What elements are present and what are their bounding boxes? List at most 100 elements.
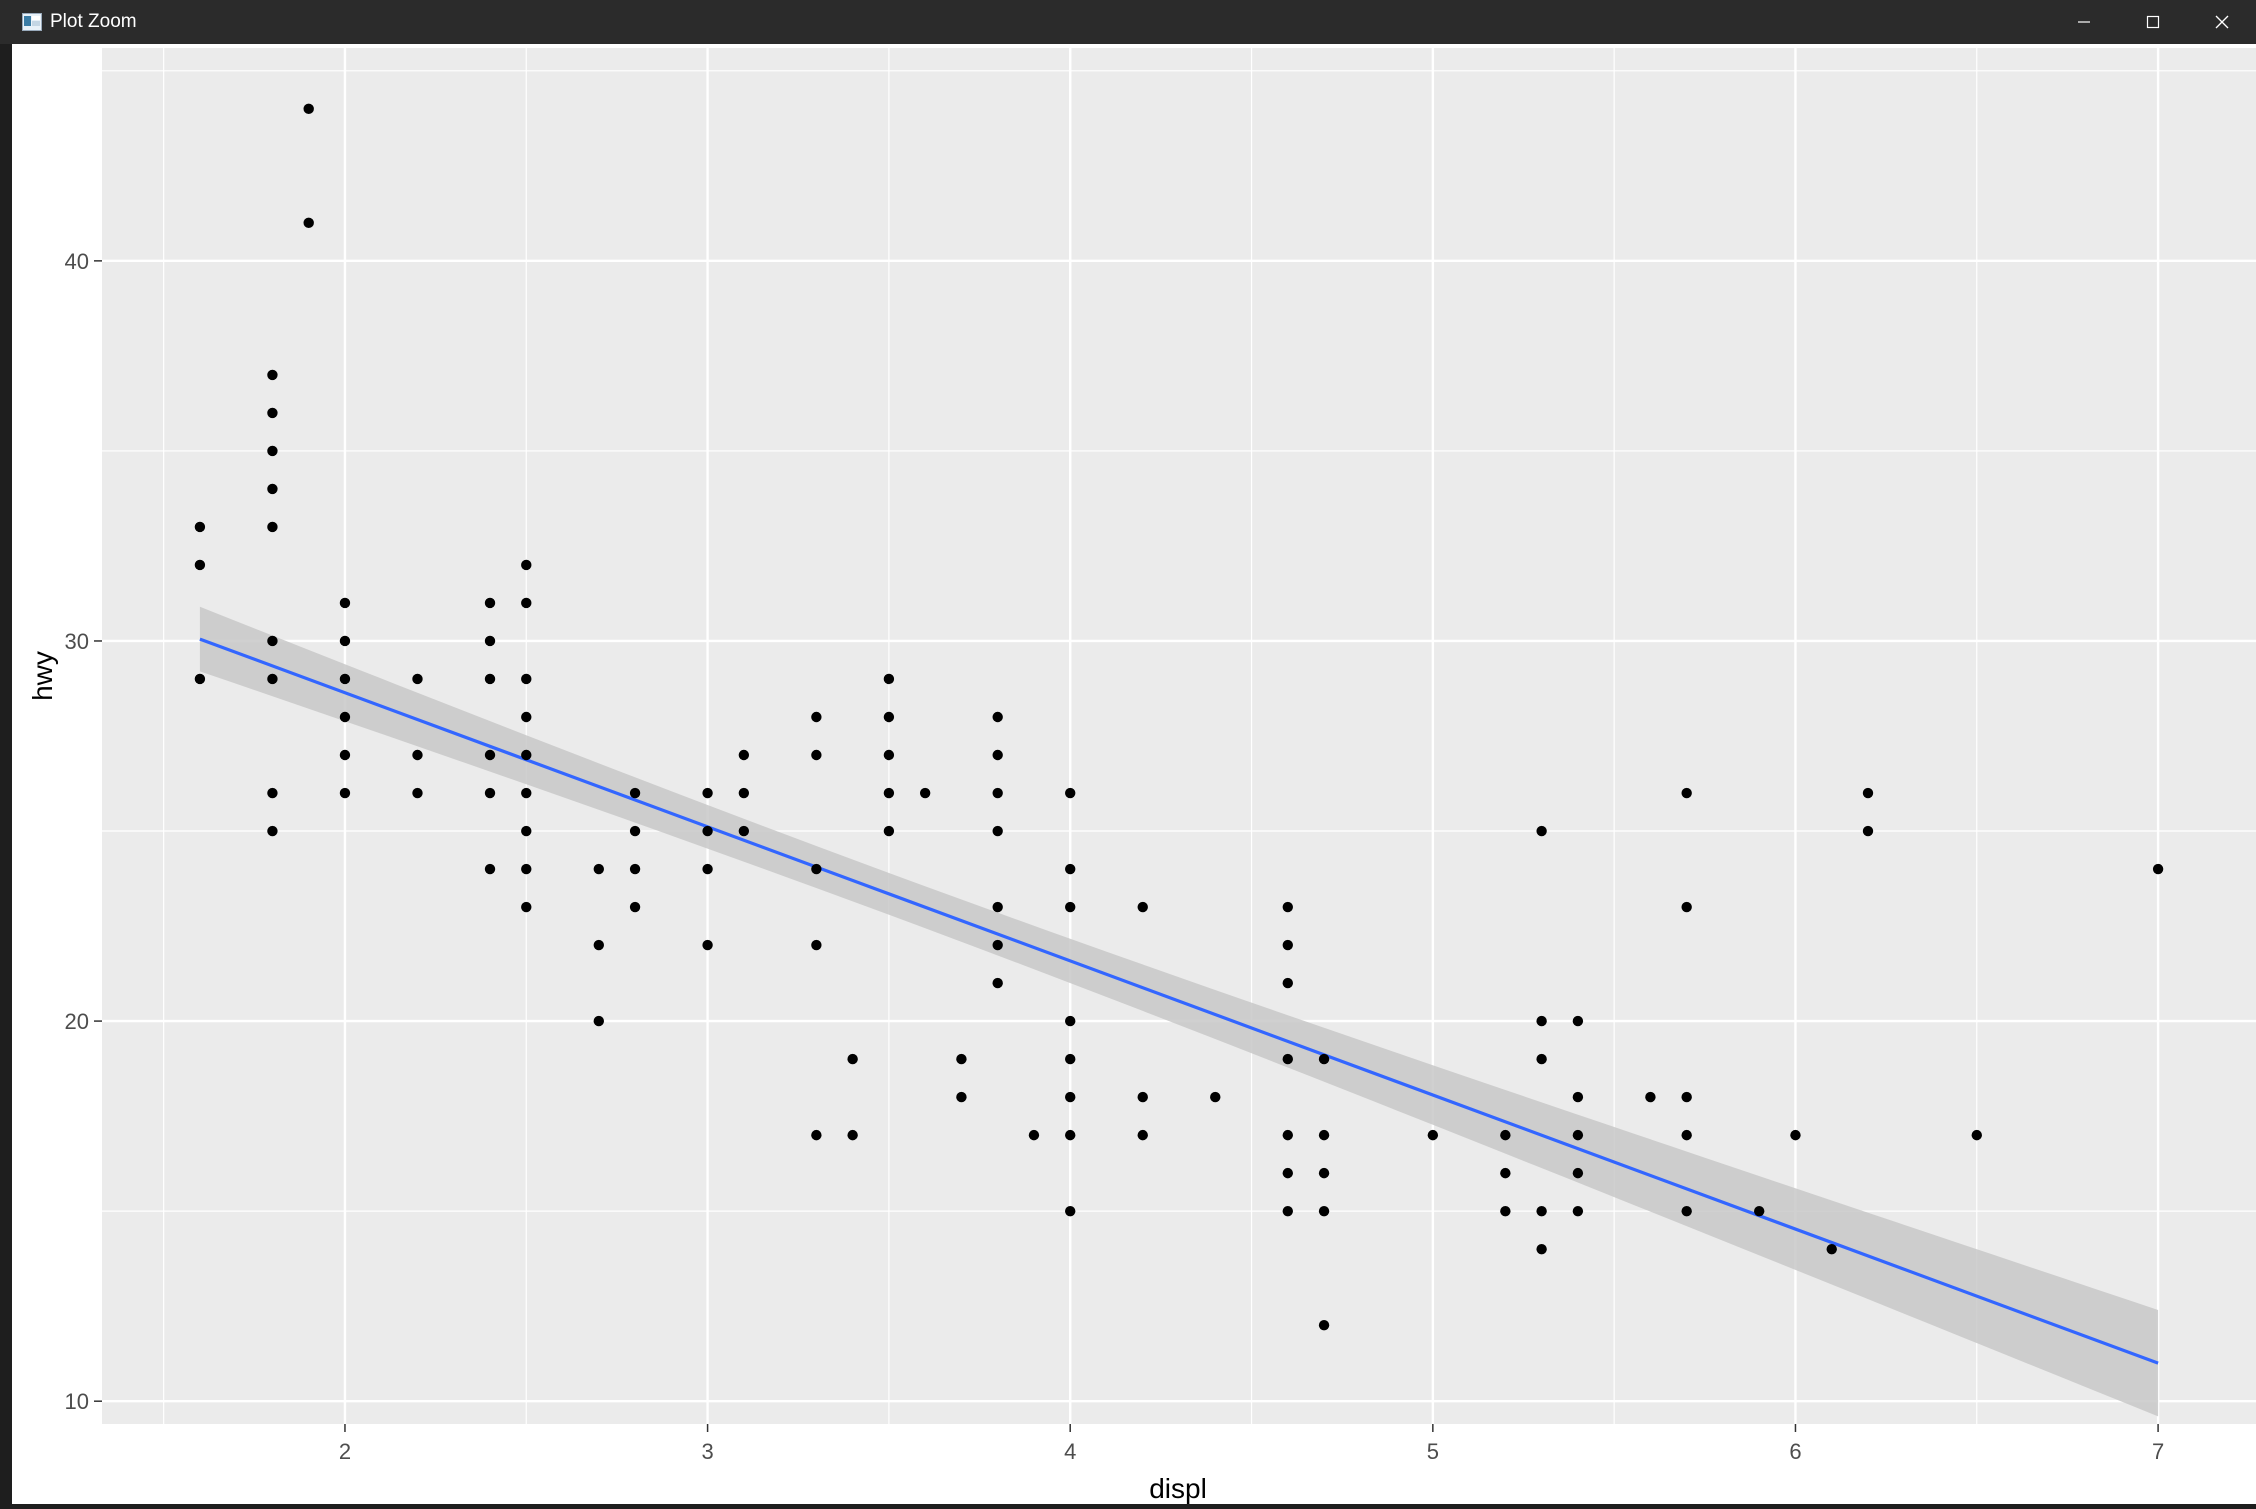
data-point: [1210, 1091, 1221, 1103]
x-tick-label: 2: [339, 1439, 351, 1464]
data-point: [1065, 901, 1076, 913]
data-point: [992, 787, 1003, 799]
minimize-icon: [2077, 21, 2090, 23]
y-tick-label: 30: [65, 629, 89, 654]
data-point: [1065, 1015, 1076, 1027]
data-point: [412, 673, 423, 685]
data-point: [593, 863, 604, 875]
data-point: [1065, 787, 1076, 799]
y-tick-label: 10: [65, 1389, 89, 1414]
data-point: [992, 939, 1003, 951]
data-point: [1427, 1129, 1439, 1141]
y-tick-label: 20: [65, 1009, 89, 1034]
x-tick-label: 6: [1789, 1439, 1801, 1464]
data-point: [738, 749, 750, 761]
data-point: [1137, 901, 1148, 913]
data-point: [303, 217, 314, 229]
x-axis-title: displ: [1149, 1473, 1207, 1504]
data-point: [339, 673, 351, 685]
points-layer: [194, 103, 2164, 1331]
data-point: [883, 749, 895, 761]
window-titlebar: Plot Zoom: [0, 0, 2256, 44]
data-point: [267, 521, 278, 533]
data-point: [1572, 1129, 1584, 1141]
data-point: [1681, 1205, 1692, 1217]
data-point: [412, 787, 423, 799]
data-point: [1137, 1129, 1148, 1141]
confidence-band: [199, 606, 2159, 1417]
data-point: [992, 749, 1003, 761]
data-point: [1754, 1205, 1765, 1217]
y-axis-title: hwy: [27, 651, 58, 701]
data-point: [1536, 1053, 1547, 1065]
data-point: [629, 863, 641, 875]
close-icon: [2215, 15, 2228, 29]
data-point: [883, 787, 895, 799]
data-point: [267, 825, 278, 837]
data-point: [1282, 1205, 1293, 1217]
data-point: [1681, 901, 1692, 913]
data-point: [267, 483, 278, 495]
data-point: [1282, 939, 1293, 951]
data-point: [629, 787, 641, 799]
data-point: [521, 559, 532, 571]
data-point: [1282, 1053, 1293, 1065]
minimize-button[interactable]: [2049, 0, 2118, 44]
data-point: [593, 1015, 604, 1027]
data-point: [484, 635, 496, 647]
data-point: [1065, 1129, 1076, 1141]
data-point: [629, 901, 641, 913]
plot-area: 2 3 4 5 6 7 10 20 30 40 displ hwy: [12, 44, 2256, 1504]
data-point: [484, 863, 496, 875]
maximize-button[interactable]: [2118, 0, 2187, 44]
window-title: Plot Zoom: [50, 11, 137, 32]
data-point: [1572, 1015, 1584, 1027]
data-point: [1572, 1167, 1584, 1179]
data-point: [811, 749, 822, 761]
data-point: [339, 711, 351, 723]
data-point: [811, 711, 822, 723]
data-point: [1536, 825, 1547, 837]
data-point: [1536, 1205, 1547, 1217]
data-point: [847, 1053, 858, 1065]
data-point: [2152, 863, 2164, 875]
data-point: [1318, 1205, 1330, 1217]
data-point: [702, 787, 713, 799]
data-point: [1065, 1053, 1076, 1065]
data-point: [267, 673, 278, 685]
window-controls: [2049, 0, 2256, 44]
plot-window-icon: [22, 13, 42, 31]
data-point: [992, 825, 1003, 837]
data-point: [267, 635, 278, 647]
data-point: [521, 597, 532, 609]
data-point: [1318, 1319, 1330, 1331]
data-point: [1681, 1129, 1692, 1141]
data-point: [1318, 1167, 1330, 1179]
data-point: [1536, 1243, 1547, 1255]
data-point: [847, 1129, 858, 1141]
data-point: [1282, 1129, 1293, 1141]
data-point: [1318, 1053, 1330, 1065]
data-point: [521, 711, 532, 723]
data-point: [267, 445, 278, 457]
data-point: [267, 407, 278, 419]
data-point: [1065, 1091, 1076, 1103]
data-point: [956, 1053, 967, 1065]
data-point: [339, 635, 351, 647]
x-tick-label: 4: [1064, 1439, 1076, 1464]
data-point: [484, 673, 496, 685]
data-point: [811, 863, 822, 875]
close-button[interactable]: [2187, 0, 2256, 44]
maximize-icon: [2146, 15, 2159, 29]
data-point: [1572, 1205, 1584, 1217]
data-point: [1137, 1091, 1148, 1103]
data-point: [521, 749, 532, 761]
data-point: [883, 673, 895, 685]
data-point: [738, 787, 750, 799]
data-point: [1681, 787, 1692, 799]
data-point: [1536, 1015, 1547, 1027]
data-point: [811, 1129, 822, 1141]
data-point: [1282, 977, 1293, 989]
data-point: [1681, 1091, 1692, 1103]
data-point: [1282, 1167, 1293, 1179]
